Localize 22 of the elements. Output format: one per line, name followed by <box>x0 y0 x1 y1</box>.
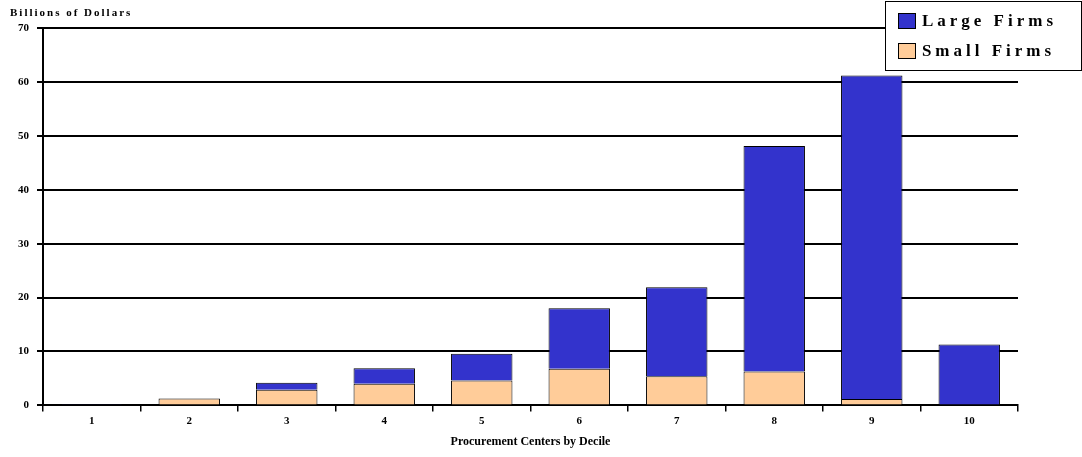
x-tick-label: 3 <box>284 413 290 426</box>
y-tick-label: 30 <box>18 236 30 249</box>
legend-label: Large Firms <box>921 11 1057 31</box>
y-tick-label: 20 <box>18 290 30 303</box>
y-axis-title: Billions of Dollars <box>10 5 133 18</box>
y-tick-label: 0 <box>23 398 30 411</box>
y-tick-label: 50 <box>18 128 30 141</box>
legend-label: Small Firms <box>921 41 1056 61</box>
x-tick-label: 7 <box>674 413 680 426</box>
x-tick-label: 6 <box>576 413 583 426</box>
x-tick-label: 1 <box>89 413 95 426</box>
y-tick-label: 40 <box>18 182 30 195</box>
x-tick-label: 10 <box>963 413 976 426</box>
x-tick-label: 2 <box>186 413 193 426</box>
x-tick-label: 9 <box>869 413 875 426</box>
x-tick-label: 4 <box>381 413 388 426</box>
y-tick-label: 10 <box>18 344 30 357</box>
y-tick-label: 70 <box>18 20 30 33</box>
y-tick-label: 60 <box>18 74 30 87</box>
x-axis-title: Procurement Centers by Decile <box>450 433 612 448</box>
x-tick-label: 5 <box>479 413 485 426</box>
x-tick-label: 8 <box>771 413 778 426</box>
